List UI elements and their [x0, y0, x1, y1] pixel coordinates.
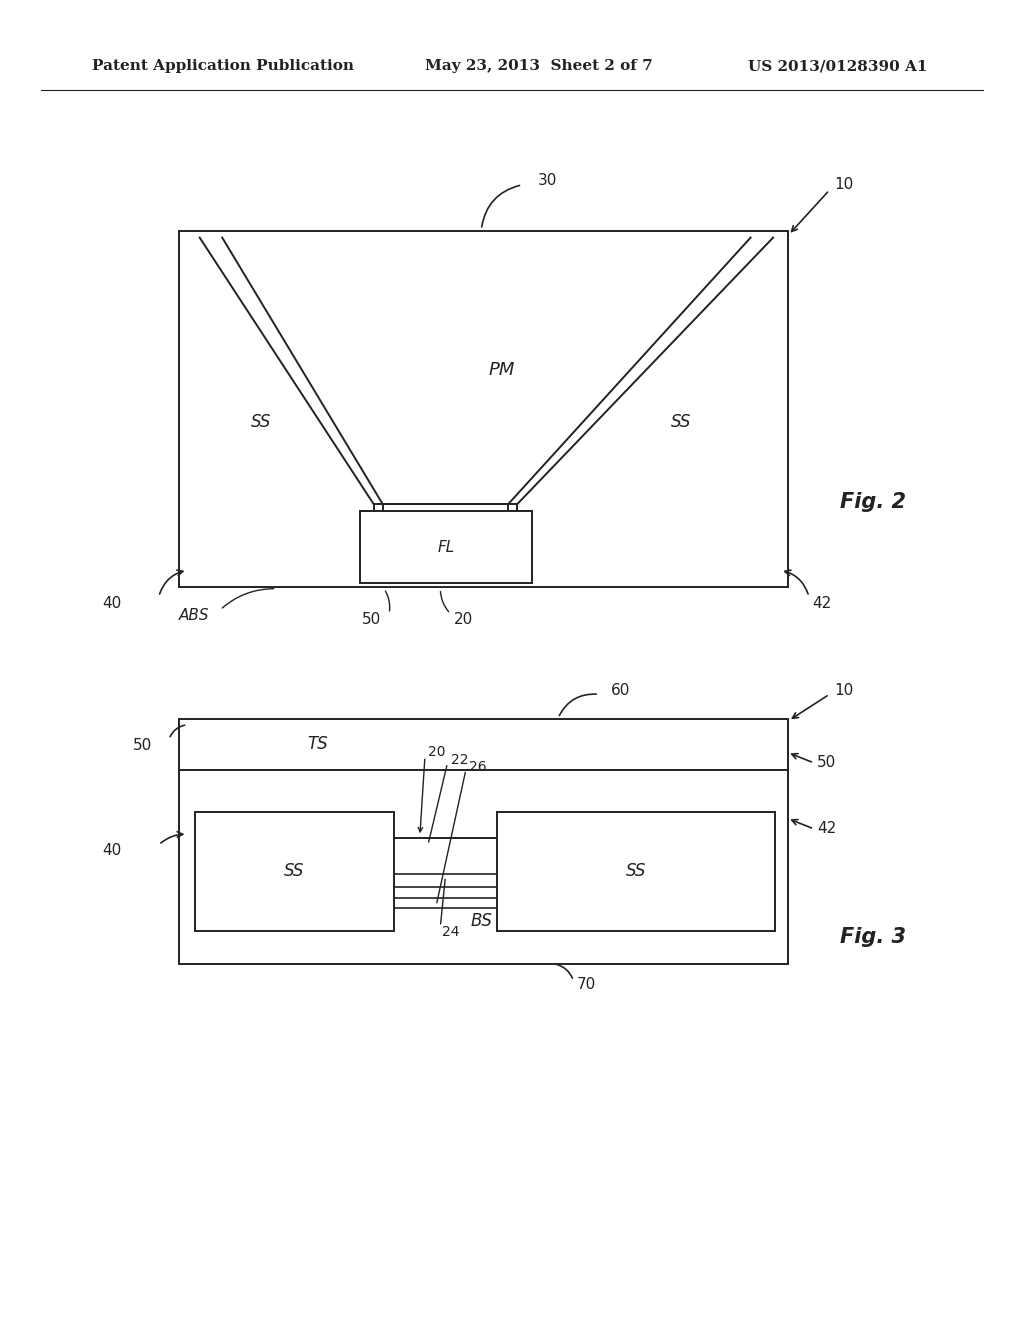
- Text: 42: 42: [812, 595, 831, 611]
- Text: SS: SS: [251, 413, 271, 432]
- Text: TS: TS: [307, 735, 328, 754]
- Text: Fig. 3: Fig. 3: [840, 927, 905, 948]
- Text: 20: 20: [428, 746, 445, 759]
- Text: 10: 10: [835, 177, 854, 193]
- Text: SS: SS: [671, 413, 691, 432]
- Text: May 23, 2013  Sheet 2 of 7: May 23, 2013 Sheet 2 of 7: [425, 59, 652, 73]
- Text: 20: 20: [454, 611, 473, 627]
- Text: BS: BS: [470, 912, 493, 931]
- Text: 30: 30: [538, 173, 557, 189]
- Text: FL: FL: [438, 540, 455, 554]
- Bar: [179, 231, 788, 587]
- Text: Fig. 2: Fig. 2: [840, 491, 905, 512]
- Text: 40: 40: [102, 595, 122, 611]
- Bar: [497, 812, 775, 931]
- Text: 50: 50: [133, 738, 153, 754]
- Text: Patent Application Publication: Patent Application Publication: [92, 59, 354, 73]
- Text: 50: 50: [817, 755, 837, 771]
- Bar: [179, 719, 788, 964]
- Text: 60: 60: [611, 682, 631, 698]
- Text: SS: SS: [285, 862, 304, 880]
- Text: 42: 42: [817, 821, 837, 837]
- Text: SS: SS: [626, 862, 646, 880]
- Text: ABS: ABS: [179, 607, 210, 623]
- Text: 22: 22: [451, 754, 468, 767]
- Text: 40: 40: [102, 842, 122, 858]
- Text: 10: 10: [835, 682, 854, 698]
- Bar: [195, 812, 394, 931]
- Text: 70: 70: [577, 977, 596, 993]
- Text: 26: 26: [469, 760, 486, 774]
- Text: PM: PM: [488, 360, 515, 379]
- Text: 50: 50: [361, 611, 381, 627]
- Bar: [360, 511, 532, 583]
- Text: US 2013/0128390 A1: US 2013/0128390 A1: [748, 59, 927, 73]
- Text: 24: 24: [442, 925, 460, 939]
